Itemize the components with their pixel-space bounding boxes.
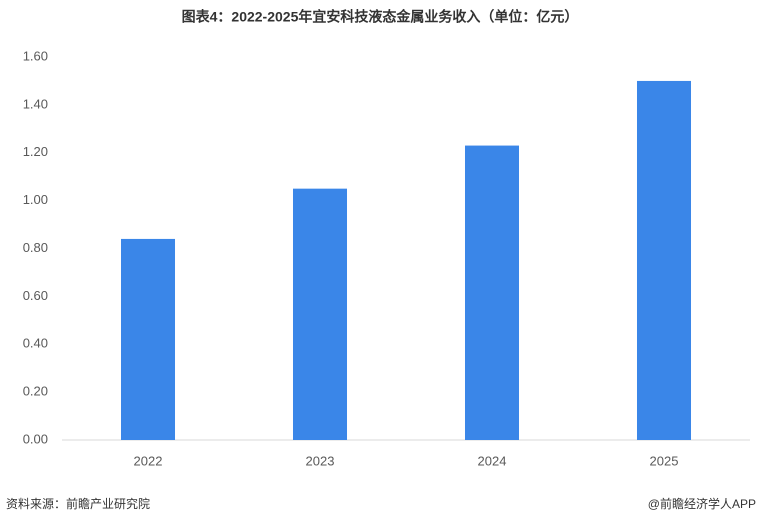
- x-tick-label: 2025: [650, 453, 679, 468]
- y-tick-label: 1.20: [23, 144, 48, 159]
- x-tick-label: 2022: [134, 453, 163, 468]
- bar: [636, 80, 692, 440]
- y-tick-label: 0.80: [23, 240, 48, 255]
- y-tick-label: 0.40: [23, 336, 48, 351]
- credit-note: @前瞻经济学人APP: [648, 496, 756, 511]
- y-tick-label: 1.60: [23, 48, 48, 63]
- bar: [292, 188, 348, 440]
- x-tick-label: 2024: [478, 453, 507, 468]
- y-tick-label: 0.20: [23, 384, 48, 399]
- source-note: 资料来源：前瞻产业研究院: [6, 496, 150, 511]
- bar: [120, 238, 176, 440]
- y-tick-label: 0.60: [23, 288, 48, 303]
- y-tick-label: 1.00: [23, 192, 48, 207]
- y-tick-label: 0.00: [23, 431, 48, 446]
- chart-title: 图表4：2022-2025年宜安科技液态金属业务收入（单位：亿元）: [182, 9, 579, 25]
- x-tick-label: 2023: [306, 453, 335, 468]
- y-tick-label: 1.40: [23, 96, 48, 111]
- bar: [464, 145, 520, 440]
